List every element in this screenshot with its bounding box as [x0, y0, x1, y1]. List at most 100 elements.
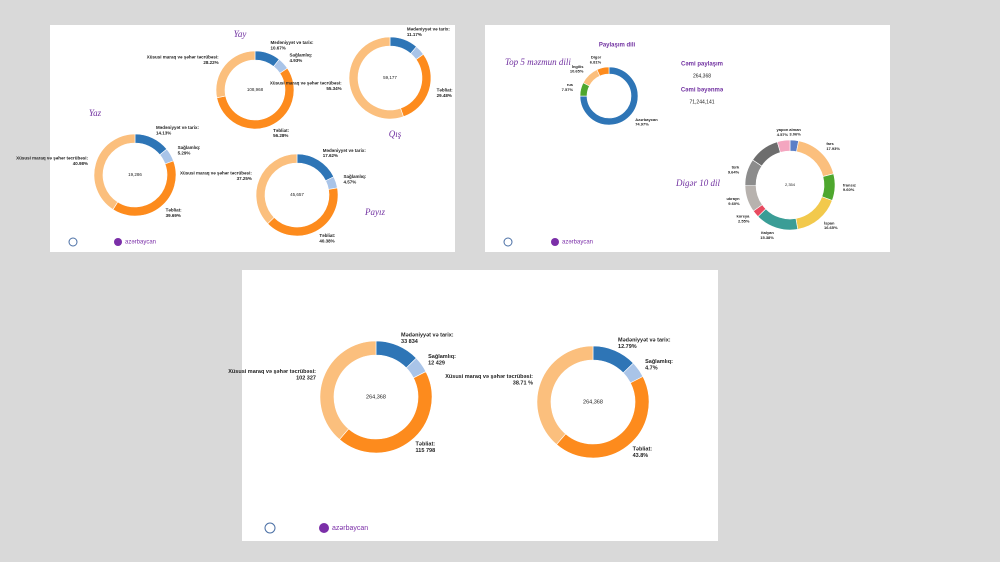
segment-label: Təbliat: [437, 87, 454, 92]
value-label: 102 327 [296, 376, 316, 382]
donut-segment [215, 50, 256, 99]
value-label: 55.34% [326, 86, 341, 91]
value-label: 3.06% [789, 132, 801, 137]
value-label: 17.62% [323, 153, 338, 158]
segment-label: Mədəniyyət və tarix: [618, 337, 671, 343]
logo-text: azərbaycan [332, 525, 368, 532]
segment-label: Təbliat: [166, 208, 183, 213]
logo-text: azərbaycan [125, 240, 156, 246]
segment-label: İngilis [572, 64, 584, 69]
donut-segment [348, 36, 404, 120]
value-label: 11.17% [407, 32, 422, 37]
value-label: 4.57% [777, 132, 789, 137]
segment-label: ukrayn [726, 196, 740, 201]
donut-segment [93, 133, 136, 210]
value-label: 28.22% [203, 60, 218, 65]
value-label: 14.13% [156, 131, 171, 136]
segment-label: Xüsusi maraq və şəhər təcrübəsi: [180, 170, 252, 175]
segment-label: Sağlamlıq: [645, 359, 673, 365]
segment-label: Mədəniyyət və tarix: [401, 332, 454, 338]
segment-label: İspan [824, 220, 835, 225]
donut-segment [776, 139, 791, 153]
segment-label: Azərbaycan [635, 117, 658, 122]
logo-text: azərbaycan [562, 240, 593, 246]
segment-label: alman [789, 127, 801, 132]
segment-label: türk [732, 165, 740, 170]
logo-icon [503, 237, 513, 247]
center-label: 2,354 [785, 182, 796, 187]
segment-label: Xüsusi maraq və şəhər təcrübəsi: [445, 374, 533, 380]
value-label: 9.60% [728, 201, 740, 206]
chart-title: Qış [389, 129, 402, 139]
segment-label: Xüsusi maraq və şəhər təcrübəsi: [228, 369, 316, 375]
value-label: 12 429 [428, 361, 445, 367]
value-label: 2.55% [738, 219, 750, 224]
donut-segment [319, 340, 377, 440]
segment-label: Mədəniyyət və tarix: [323, 148, 367, 153]
segment-label: Sağlamlıq: [344, 174, 367, 179]
donut-segment [821, 173, 836, 201]
value-label: 4.57% [344, 180, 357, 185]
donut-segment [596, 66, 610, 77]
logo-icon [551, 238, 559, 246]
value-label: 7.57% [562, 87, 574, 92]
segment-label: koreya [736, 214, 750, 219]
logo-icon [264, 522, 276, 534]
segment-label: Təbliat: [416, 441, 436, 447]
segment-label: Xüsusi maraq və şəhər təcrübəsi: [16, 156, 88, 161]
chart-title: Payız [364, 207, 385, 217]
segment-label: rus [567, 82, 574, 87]
top5-title: Top 5 məzmun dili [505, 57, 571, 67]
center-label: 264,368 [583, 399, 603, 405]
segment-label: Xüsusi maraq və şəhər təcrübəsi: [270, 81, 342, 86]
segment-label: Xüsusi maraq və şəhər təcrübəsi: [147, 55, 219, 60]
segment-label: Mədəniyyət və tarix: [407, 26, 451, 31]
value-label: 4.7% [645, 366, 658, 372]
center-label: 19,286 [128, 172, 142, 177]
value-label: 115 798 [416, 448, 436, 454]
segment-label: italyan [761, 230, 774, 235]
value-label: 15.38% [760, 235, 774, 240]
center-label: 59,177 [383, 75, 397, 80]
value-label: 16.65% [824, 225, 838, 230]
segment-label: fransız [843, 182, 856, 187]
segment-label: Mədəniyyət və tarix: [156, 125, 200, 130]
value-label: 40.98% [73, 161, 88, 166]
value-label: 9.64% [728, 169, 740, 174]
value-label: 5.29% [178, 151, 191, 156]
segment-label: fars [826, 141, 834, 146]
value-label: 37.25% [237, 176, 252, 181]
center-label: 108,968 [247, 87, 264, 92]
logo-icon [319, 523, 329, 533]
shares: 264,368 [693, 73, 711, 79]
center-label: 45,657 [290, 192, 304, 197]
value-label: 40.38% [319, 238, 334, 243]
shares-label: Cəmi paylaşım [681, 62, 723, 68]
value-label: 33 834 [401, 339, 419, 345]
segment-label: Sağlamlıq: [290, 53, 313, 58]
segment-label: Mədəniyyət və tarix: [270, 40, 314, 45]
logos: azərbaycan azərbaycan azərbaycan [68, 237, 593, 534]
logo-icon [114, 238, 122, 246]
value-label: 38.71 % [513, 381, 533, 387]
chart-title: Digər 10 dil [675, 178, 720, 188]
likes-label: Cəmi bəyənmə [681, 88, 724, 94]
value-label: 12.79% [618, 344, 637, 350]
donut-segment [255, 153, 298, 225]
value-label: 43.8% [633, 453, 649, 459]
value-label: 4.93% [290, 58, 303, 63]
chart-title: Yaz [89, 108, 102, 118]
value-label: 6.81% [590, 59, 602, 64]
value-label: 17.93% [826, 146, 840, 151]
value-label: 56.28% [273, 133, 288, 138]
segment-label: Təbliat: [319, 233, 336, 238]
segment-label: Təbliat: [273, 128, 290, 133]
chart-title: Paylaşım dili [599, 43, 636, 49]
value-label: 10.67% [270, 45, 285, 50]
segment-label: Təbliat: [633, 446, 653, 452]
donut-segment [536, 345, 594, 445]
chart-title: Yay [234, 29, 247, 39]
segment-label: yapon [777, 127, 789, 132]
value-label: 39.69% [166, 213, 181, 218]
